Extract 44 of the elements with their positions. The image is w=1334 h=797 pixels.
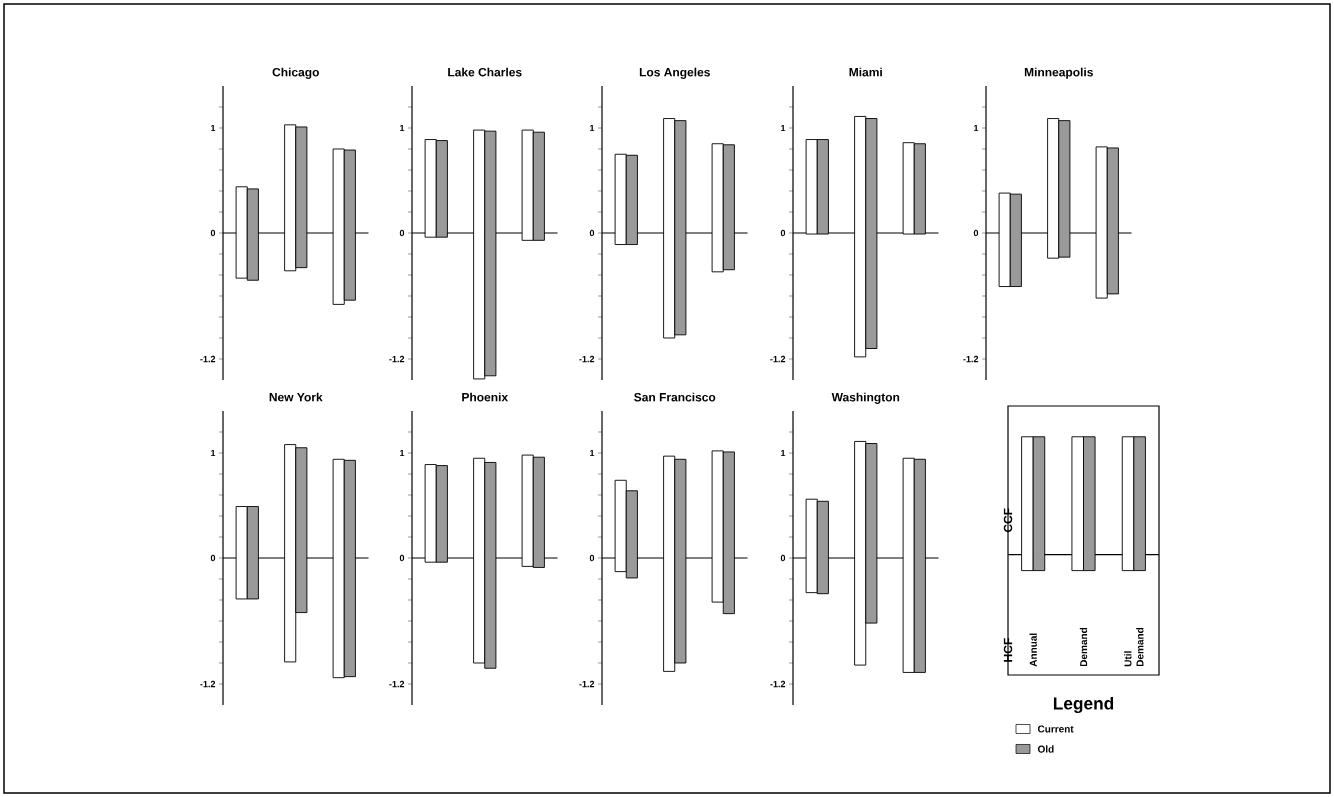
y-tick-label: -1.2 <box>579 680 595 688</box>
y-tick-label: -1.2 <box>389 680 405 688</box>
y-tick-label: 0 <box>780 229 786 237</box>
y-tick-label: 0 <box>589 229 595 237</box>
y-tick-label: 0 <box>589 554 595 562</box>
y-tick-label: -1.2 <box>963 355 979 363</box>
y-tick-label: 0 <box>399 554 405 562</box>
annotation: CCF <box>1003 508 1013 533</box>
chart-title: Minneapolis <box>1024 67 1093 79</box>
chart-title: San Francisco <box>634 392 716 402</box>
y-tick-label: 1 <box>781 124 786 132</box>
y-tick-label: 0 <box>399 229 405 237</box>
legend-label: Current <box>1037 725 1074 733</box>
y-tick-label: -1.2 <box>200 355 216 363</box>
y-tick-label: 1 <box>211 124 216 132</box>
y-tick-label: -1.2 <box>200 680 216 688</box>
y-tick-label: 1 <box>590 124 595 132</box>
chart-title: New York <box>269 392 323 402</box>
x-tick-label: Demand <box>1079 627 1088 667</box>
y-tick-label: 1 <box>590 449 595 457</box>
chart-title: Washington <box>831 392 900 404</box>
y-tick-label: 0 <box>210 229 216 237</box>
y-tick-label: 0 <box>973 229 979 237</box>
y-tick-label: 1 <box>974 124 979 132</box>
y-tick-label: -1.2 <box>770 680 786 688</box>
chart-title: Chicago <box>272 67 319 79</box>
y-tick-label: 1 <box>781 449 786 457</box>
text: HCF <box>1003 638 1013 662</box>
x-tick-label: Annual <box>1029 633 1037 667</box>
chart-title: Phoenix <box>462 392 509 402</box>
legend-title: Legend <box>1053 696 1114 714</box>
y-tick-label: 0 <box>210 554 216 562</box>
y-tick-label: 1 <box>400 449 405 457</box>
x-tick-label: Util Demand <box>1124 627 1144 667</box>
legend-label: Old <box>1037 745 1054 753</box>
y-tick-label: 1 <box>400 124 405 132</box>
y-tick-label: 0 <box>780 554 786 562</box>
chart-title: Lake Charles <box>448 67 522 77</box>
y-tick-label: 1 <box>211 449 216 457</box>
y-tick-label: -1.2 <box>770 355 786 363</box>
y-tick-label: -1.2 <box>389 355 405 363</box>
chart-title: Miami <box>849 67 882 77</box>
chart-title: Los Angeles <box>639 67 710 79</box>
y-tick-label: -1.2 <box>579 355 595 363</box>
